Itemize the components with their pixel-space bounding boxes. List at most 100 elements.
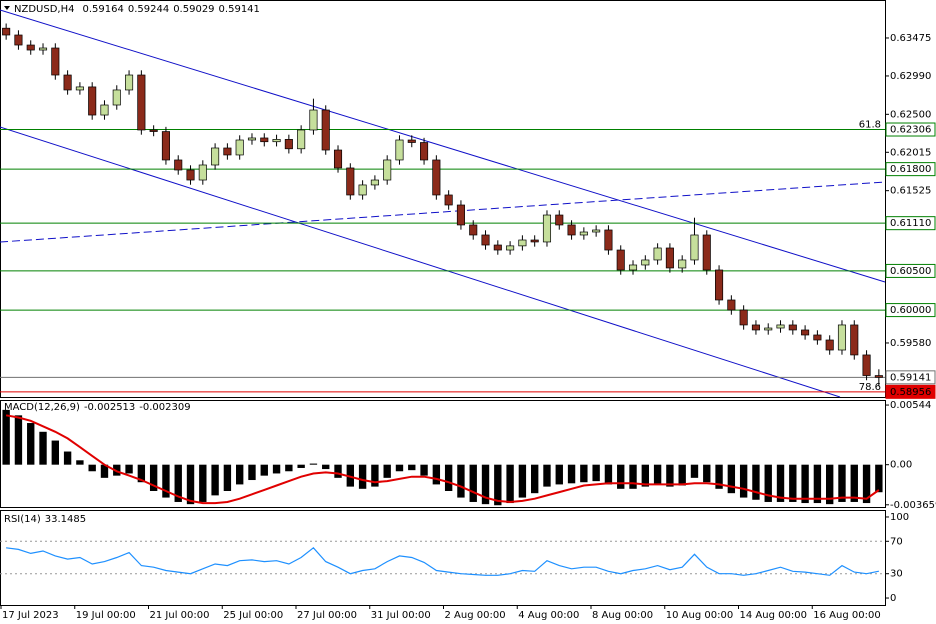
candle-body: [739, 309, 748, 326]
level-tag: [885, 162, 936, 177]
macd-bar: [739, 464, 748, 498]
candle-body: [395, 139, 404, 161]
y-tick-label: 100: [890, 512, 909, 523]
x-tick-label: 17 Jul 2023: [2, 610, 59, 621]
candle-body: [321, 109, 330, 151]
candle-body: [788, 324, 797, 331]
macd-bar: [285, 464, 293, 472]
macd-bar: [137, 464, 146, 483]
candle-body: [518, 239, 527, 247]
macd-bar: [629, 464, 637, 489]
level-label: 0.59141: [890, 372, 931, 383]
macd-bar: [186, 464, 195, 505]
x-tick-label: 25 Jul 00:00: [223, 610, 283, 621]
candle-body: [407, 139, 416, 143]
macd-bar: [678, 464, 686, 486]
macd-bar: [149, 464, 158, 491]
candle-body: [678, 259, 687, 269]
x-tick-label: 2 Aug 00:00: [445, 610, 506, 621]
macd-bar: [653, 464, 662, 485]
x-tick-label: 21 Jul 00:00: [150, 610, 210, 621]
candle-body: [211, 147, 220, 166]
menu-arrow: [4, 6, 10, 10]
level-label: 0.62306: [890, 125, 931, 136]
candle-body: [112, 89, 121, 106]
y-tick-label: 0.62015: [890, 147, 931, 158]
x-tick-label: 27 Jul 00:00: [297, 610, 357, 621]
macd-bar: [494, 464, 502, 506]
macd-bar: [309, 463, 318, 465]
macd-bar: [14, 415, 23, 465]
open-readout: 0.59164: [82, 4, 123, 15]
macd-bar: [715, 464, 723, 489]
macd-bar: [260, 464, 268, 476]
x-tick-label: 31 Jul 00:00: [371, 610, 431, 621]
candle-body: [862, 354, 871, 376]
level-label: 0.60500: [890, 266, 931, 277]
macd-bar: [592, 464, 600, 482]
candle-body: [616, 249, 625, 271]
y-tick-label: 0.00544: [890, 400, 931, 411]
candle-body: [715, 269, 724, 301]
y-tick-label: 70: [890, 536, 903, 547]
level-tag: [885, 303, 936, 318]
macd-bar: [641, 464, 649, 487]
macd-bar: [395, 464, 404, 472]
candle-body: [186, 169, 195, 181]
macd-bar: [358, 464, 367, 489]
x-tick-label: 4 Aug 00:00: [518, 610, 579, 621]
macd-bar: [617, 464, 625, 489]
macd-bar: [51, 440, 59, 465]
channel-lower: [0, 126, 841, 398]
close-readout: 0.59141: [219, 4, 260, 15]
macd-bar: [162, 464, 170, 498]
y-tick-label: 0.00: [890, 460, 912, 471]
candle-body: [825, 339, 834, 351]
candle-body: [813, 334, 822, 341]
macd-bar: [543, 464, 551, 487]
candle-body: [137, 74, 146, 131]
candle-body: [628, 264, 638, 271]
candle-body: [579, 231, 588, 236]
macd-bar: [604, 464, 613, 485]
level-tag: [885, 370, 936, 385]
macd-bar: [432, 464, 441, 485]
macd-bar: [727, 464, 736, 494]
candle-body: [555, 214, 564, 226]
macd-bar: [850, 464, 858, 502]
candle-body: [223, 147, 232, 156]
candle-body: [38, 47, 48, 51]
candle-body: [702, 234, 711, 271]
macd-bar: [100, 464, 109, 478]
candle-body: [272, 139, 281, 143]
macd-bar: [371, 464, 379, 487]
macd-bar: [789, 464, 797, 502]
macd-bar: [297, 464, 305, 468]
y-tick-label: -0.003659: [890, 500, 936, 511]
y-tick-label: 0.59580: [890, 338, 931, 349]
candle-body: [850, 324, 859, 356]
candle-body: [493, 244, 502, 251]
level-tag: [885, 263, 936, 278]
macd-bar: [88, 464, 96, 472]
candle-body: [26, 44, 35, 51]
candle-body: [665, 247, 674, 269]
x-tick-label: 14 Aug 00:00: [740, 610, 807, 621]
macd-bar: [703, 464, 711, 483]
level-tag: [885, 122, 936, 137]
level-label: 0.58956: [890, 387, 931, 398]
macd-bar: [420, 464, 428, 476]
low-readout: 0.59029: [173, 4, 214, 15]
candle-body: [592, 229, 601, 233]
macd-bar: [408, 464, 416, 471]
candle-body: [358, 184, 367, 196]
macd-bar: [174, 464, 182, 502]
macd-bar: [383, 464, 391, 478]
candle-body: [174, 159, 183, 171]
macd-bar: [457, 464, 465, 498]
candle-body: [75, 86, 84, 91]
level-label: 0.60000: [890, 305, 931, 316]
